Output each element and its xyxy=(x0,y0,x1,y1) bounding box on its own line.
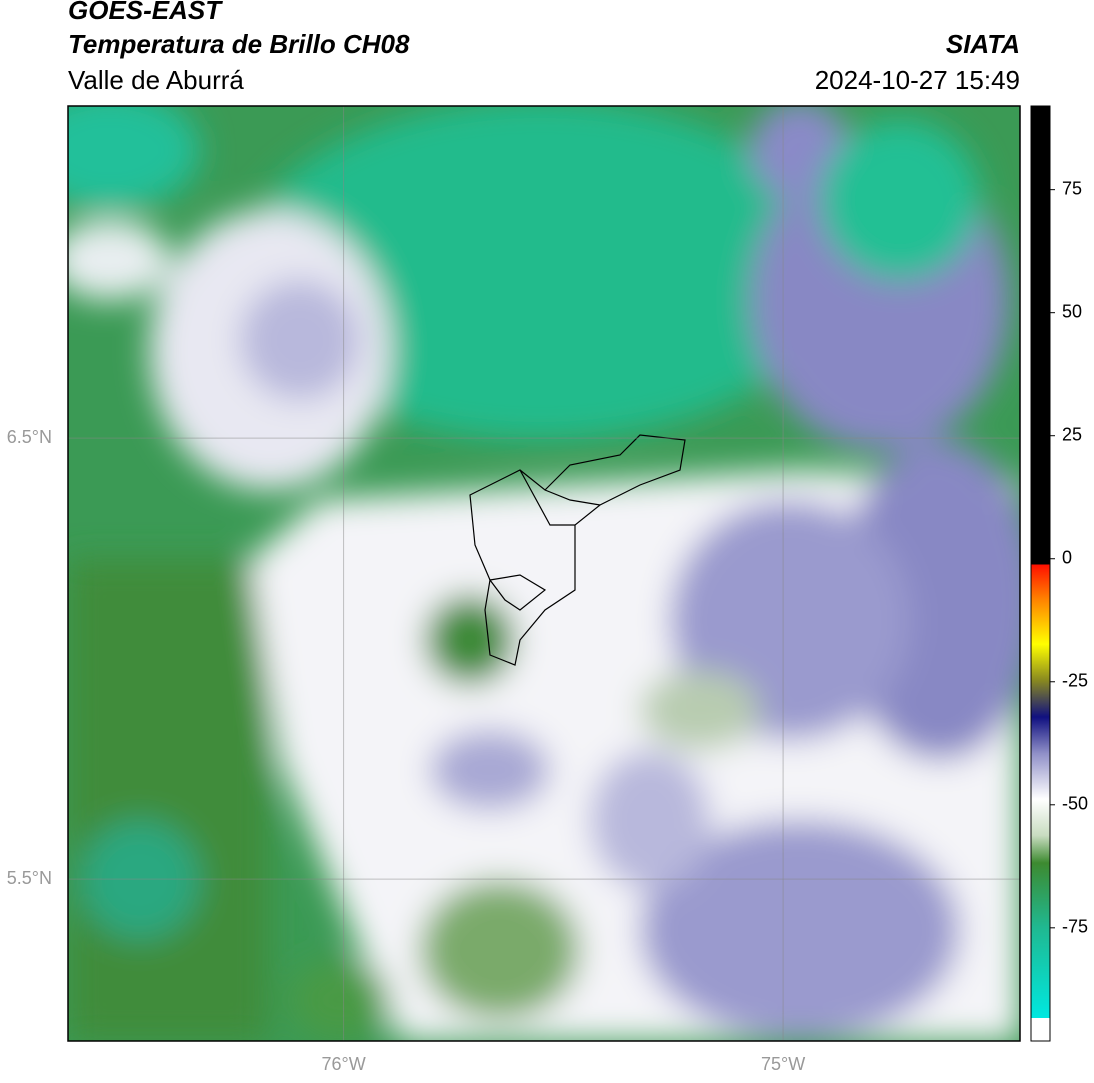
colorbar-tick-label: -75 xyxy=(1062,917,1088,937)
region: Valle de Aburrá xyxy=(68,65,244,95)
colorbar xyxy=(1031,106,1050,1018)
colorbar-under xyxy=(1031,1018,1050,1041)
map-frame xyxy=(67,105,1021,1042)
title: GOES-EAST xyxy=(68,0,223,25)
colorbar-tick-label: -25 xyxy=(1062,671,1088,691)
y-tick-label: 5.5°N xyxy=(7,868,52,888)
colorbar-tick-label: 25 xyxy=(1062,424,1082,444)
valley-boundary xyxy=(469,434,686,666)
colorbar-tick-label: 50 xyxy=(1062,301,1082,321)
colorbar-frame xyxy=(1030,105,1051,1042)
colorbar-tick-label: 0 xyxy=(1062,547,1072,567)
satellite-image xyxy=(68,106,1020,1041)
colorbar-tick-label: -50 xyxy=(1062,794,1088,814)
x-tick-label: 75°W xyxy=(761,1054,805,1074)
product: Temperatura de Brillo CH08 xyxy=(68,29,410,59)
x-tick-label: 76°W xyxy=(321,1054,365,1074)
timestamp: 2024-10-27 15:49 xyxy=(815,65,1020,95)
y-tick-label: 6.5°N xyxy=(7,427,52,447)
colorbar-tick-label: 75 xyxy=(1062,178,1082,198)
source: SIATA xyxy=(946,29,1020,59)
